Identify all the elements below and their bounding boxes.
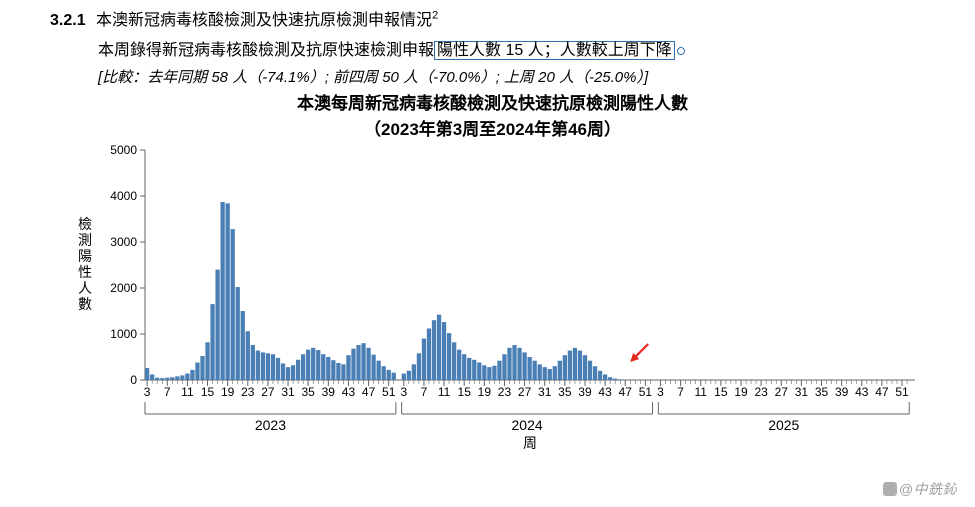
svg-text:15: 15 bbox=[458, 385, 472, 399]
svg-text:2024: 2024 bbox=[512, 417, 543, 433]
svg-text:27: 27 bbox=[775, 385, 789, 399]
svg-text:27: 27 bbox=[518, 385, 532, 399]
svg-text:23: 23 bbox=[754, 385, 768, 399]
svg-text:7: 7 bbox=[421, 385, 428, 399]
heading-text: 本澳新冠病毒核酸檢測及快速抗原檢測申報情況 bbox=[96, 12, 432, 29]
chart-svg: 010002000300040005000檢測陽性人數3711151923273… bbox=[50, 142, 930, 452]
page-root: 3.2.1 本澳新冠病毒核酸檢測及快速抗原檢測申報情況2 本周錄得新冠病毒核酸檢… bbox=[0, 0, 975, 507]
svg-text:3: 3 bbox=[400, 385, 407, 399]
svg-text:11: 11 bbox=[438, 385, 451, 399]
chart-title-line1: 本澳每周新冠病毒核酸檢測及快速抗原檢測陽性人數 bbox=[297, 94, 688, 113]
svg-text:4000: 4000 bbox=[110, 189, 137, 203]
svg-text:27: 27 bbox=[261, 385, 275, 399]
svg-text:51: 51 bbox=[639, 385, 653, 399]
heading-line: 3.2.1 本澳新冠病毒核酸檢測及快速抗原檢測申報情況2 bbox=[50, 6, 935, 30]
svg-text:人: 人 bbox=[78, 280, 92, 296]
svg-text:15: 15 bbox=[201, 385, 215, 399]
svg-text:測: 測 bbox=[78, 232, 92, 248]
svg-text:1000: 1000 bbox=[110, 327, 137, 341]
svg-text:2023: 2023 bbox=[255, 417, 286, 433]
svg-text:47: 47 bbox=[362, 385, 376, 399]
watermark-text: @中銑鈊 bbox=[899, 481, 957, 497]
period-icon bbox=[677, 47, 685, 55]
svg-text:43: 43 bbox=[342, 385, 356, 399]
svg-text:19: 19 bbox=[734, 385, 748, 399]
summary-line: 本周錄得新冠病毒核酸檢測及抗原快速檢測申報陽性人數 15 人；人數較上周下降 bbox=[98, 36, 935, 60]
svg-text:35: 35 bbox=[815, 385, 829, 399]
svg-text:11: 11 bbox=[181, 385, 194, 399]
svg-text:周: 周 bbox=[523, 435, 537, 451]
svg-text:35: 35 bbox=[302, 385, 316, 399]
svg-text:43: 43 bbox=[855, 385, 869, 399]
svg-text:39: 39 bbox=[835, 385, 849, 399]
svg-text:47: 47 bbox=[875, 385, 889, 399]
section-number: 3.2.1 bbox=[50, 12, 86, 29]
svg-text:2000: 2000 bbox=[110, 281, 137, 295]
chart-title: 本澳每周新冠病毒核酸檢測及快速抗原檢測陽性人數 （2023年第3周至2024年第… bbox=[50, 91, 935, 142]
watermark: @中銑鈊 bbox=[883, 479, 957, 499]
svg-text:數: 數 bbox=[78, 296, 92, 312]
svg-text:7: 7 bbox=[164, 385, 171, 399]
weibo-icon bbox=[883, 482, 897, 496]
svg-text:7: 7 bbox=[677, 385, 684, 399]
svg-text:31: 31 bbox=[795, 385, 809, 399]
comparison-line: [比較：去年同期 58 人（-74.1%）; 前四周 50 人（-70.0%）;… bbox=[98, 66, 935, 87]
svg-text:47: 47 bbox=[619, 385, 633, 399]
summary-highlight-box: 陽性人數 15 人；人數較上周下降 bbox=[434, 41, 675, 60]
svg-text:31: 31 bbox=[281, 385, 295, 399]
svg-text:11: 11 bbox=[694, 385, 707, 399]
svg-text:31: 31 bbox=[538, 385, 552, 399]
svg-text:性: 性 bbox=[78, 264, 92, 280]
heading-superscript: 2 bbox=[432, 10, 438, 22]
svg-text:陽: 陽 bbox=[78, 248, 92, 264]
svg-text:23: 23 bbox=[498, 385, 512, 399]
svg-text:51: 51 bbox=[382, 385, 396, 399]
svg-text:3: 3 bbox=[144, 385, 151, 399]
svg-text:35: 35 bbox=[558, 385, 572, 399]
chart-region: 本澳每周新冠病毒核酸檢測及快速抗原檢測陽性人數 （2023年第3周至2024年第… bbox=[50, 91, 935, 452]
svg-text:15: 15 bbox=[714, 385, 728, 399]
svg-text:43: 43 bbox=[598, 385, 612, 399]
svg-text:5000: 5000 bbox=[110, 143, 137, 157]
svg-text:19: 19 bbox=[221, 385, 235, 399]
summary-prefix: 本周錄得新冠病毒核酸檢測及抗原快速檢測申報 bbox=[98, 42, 434, 59]
svg-text:39: 39 bbox=[322, 385, 336, 399]
svg-text:23: 23 bbox=[241, 385, 255, 399]
svg-text:2025: 2025 bbox=[768, 417, 799, 433]
svg-text:51: 51 bbox=[895, 385, 909, 399]
svg-text:3000: 3000 bbox=[110, 235, 137, 249]
svg-text:39: 39 bbox=[578, 385, 592, 399]
svg-text:3: 3 bbox=[657, 385, 664, 399]
svg-text:檢: 檢 bbox=[78, 216, 92, 232]
svg-text:19: 19 bbox=[478, 385, 492, 399]
svg-text:0: 0 bbox=[130, 373, 137, 387]
chart-title-line2: （2023年第3周至2024年第46周） bbox=[364, 120, 621, 139]
